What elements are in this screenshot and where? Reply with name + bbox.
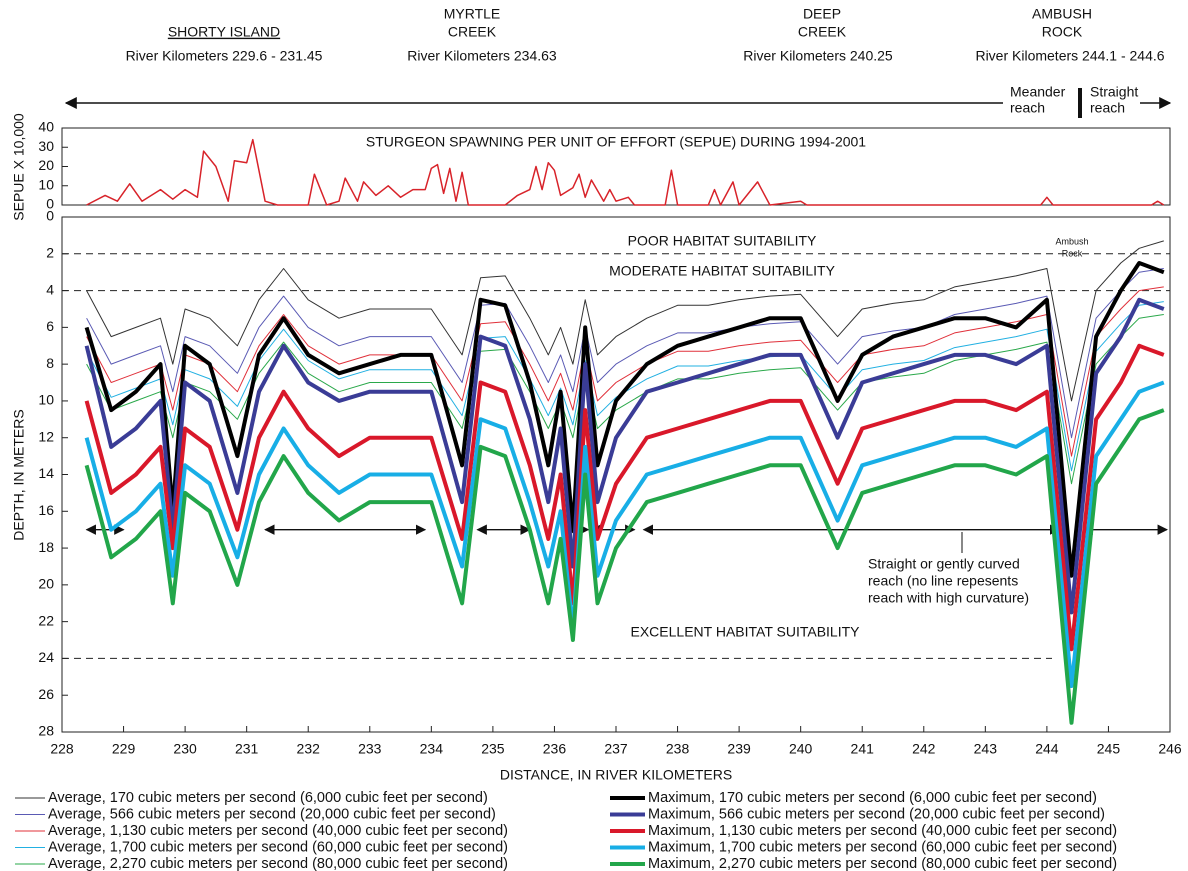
depth-frame — [61, 216, 1171, 733]
annotation: MODERATE HABITAT SUITABILITY — [609, 263, 836, 279]
straight-label: Straight — [1090, 84, 1138, 100]
sepue-line — [86, 138, 1165, 206]
location-name: ROCK — [1042, 24, 1083, 40]
reach-note: Straight or gently curved — [868, 556, 1020, 572]
y-tick-label: 2 — [46, 244, 54, 260]
x-tick-label: 236 — [543, 741, 567, 757]
y-tick-label: 12 — [38, 428, 54, 444]
x-tick-label: 230 — [173, 741, 197, 757]
y-tick-label: 22 — [38, 612, 54, 628]
x-tick-label: 233 — [358, 741, 382, 757]
location-name: CREEK — [448, 24, 497, 40]
x-tick-label: 239 — [727, 741, 751, 757]
legend-label: Maximum, 170 cubic meters per second (6,… — [648, 790, 1097, 806]
series-line — [86, 286, 1164, 457]
series-line — [86, 301, 1164, 472]
x-tick-label: 244 — [1035, 741, 1059, 757]
sepue-title: STURGEON SPAWNING PER UNIT OF EFFORT (SE… — [366, 134, 866, 150]
location-name: AMBUSH — [1032, 6, 1092, 22]
y-tick-label: 4 — [46, 281, 54, 297]
x-tick-label: 231 — [235, 741, 259, 757]
x-tick-label: 229 — [112, 741, 136, 757]
y-tick-label: 24 — [38, 649, 54, 665]
legend-label: Maximum, 1,130 cubic meters per second (… — [648, 823, 1117, 839]
location-name: CREEK — [798, 24, 847, 40]
location-range: River Kilometers 234.63 — [407, 48, 557, 64]
legend-label: Average, 1,130 cubic meters per second (… — [48, 823, 508, 839]
x-tick-label: 240 — [789, 741, 813, 757]
legend-label: Maximum, 2,270 cubic meters per second (… — [648, 856, 1117, 871]
y-tick-label: 26 — [38, 686, 54, 702]
y-tick-label: 6 — [46, 318, 54, 334]
location-name: DEEP — [803, 6, 841, 22]
x-tick-label: 232 — [297, 741, 321, 757]
location-range: River Kilometers 229.6 - 231.45 — [126, 48, 323, 64]
y-tick-label: 16 — [38, 502, 54, 518]
x-tick-label: 246 — [1158, 741, 1182, 757]
x-tick-label: 242 — [912, 741, 936, 757]
legend-label: Maximum, 1,700 cubic meters per second (… — [648, 839, 1117, 855]
y-axis-label: SEPUE X 10,000 — [11, 113, 27, 221]
y-tick-label: 10 — [38, 392, 54, 408]
x-axis-label: DISTANCE, IN RIVER KILOMETERS — [500, 767, 732, 783]
series-line — [86, 240, 1164, 402]
y-tick-label: 28 — [38, 723, 54, 739]
y-tick-label: 8 — [46, 355, 54, 371]
location-name: SHORTY ISLAND — [168, 24, 280, 40]
y-tick-label: 20 — [38, 576, 54, 592]
x-tick-label: 238 — [666, 741, 690, 757]
reach-note: reach (no line repesents — [868, 573, 1018, 589]
legend-label: Average, 170 cubic meters per second (6,… — [48, 790, 488, 806]
legend-label: Average, 566 cubic meters per second (20… — [48, 806, 496, 822]
location-name: MYRTLE — [444, 6, 501, 22]
series-line — [84, 297, 1165, 615]
x-tick-label: 228 — [50, 741, 74, 757]
series-line — [84, 408, 1165, 725]
series-line — [84, 343, 1165, 652]
location-range: River Kilometers 240.25 — [743, 48, 893, 64]
legend-label: Maximum, 566 cubic meters per second (20… — [648, 806, 1105, 822]
annotation: EXCELLENT HABITAT SUITABILITY — [631, 624, 861, 640]
x-tick-label: 243 — [974, 741, 998, 757]
y-tick-label: 40 — [38, 119, 54, 135]
y-axis-label: DEPTH, IN METERS — [11, 409, 27, 540]
series-line — [84, 261, 1165, 578]
reach-note: reach with high curvature) — [868, 590, 1029, 606]
y-tick-label: 14 — [38, 465, 54, 481]
y-tick-label: 0 — [46, 208, 54, 224]
x-tick-label: 237 — [604, 741, 628, 757]
y-tick-label: 10 — [38, 176, 54, 192]
meander-label: reach — [1010, 100, 1045, 116]
straight-label: reach — [1090, 100, 1125, 116]
legend-label: Average, 2,270 cubic meters per second (… — [48, 856, 508, 871]
x-tick-label: 234 — [420, 741, 444, 757]
rock-label: Ambush — [1055, 236, 1088, 246]
annotation: POOR HABITAT SUITABILITY — [628, 233, 817, 249]
meander-label: Meander — [1010, 84, 1066, 100]
series-line — [86, 268, 1164, 439]
location-range: River Kilometers 244.1 - 244.6 — [975, 48, 1164, 64]
legend-label: Average, 1,700 cubic meters per second (… — [48, 839, 508, 855]
x-tick-label: 235 — [481, 741, 505, 757]
y-tick-label: 30 — [38, 138, 54, 154]
y-tick-label: 0 — [46, 196, 54, 212]
x-tick-label: 245 — [1097, 741, 1121, 757]
y-tick-label: 18 — [38, 539, 54, 555]
x-tick-label: 241 — [851, 741, 875, 757]
y-tick-label: 20 — [38, 157, 54, 173]
